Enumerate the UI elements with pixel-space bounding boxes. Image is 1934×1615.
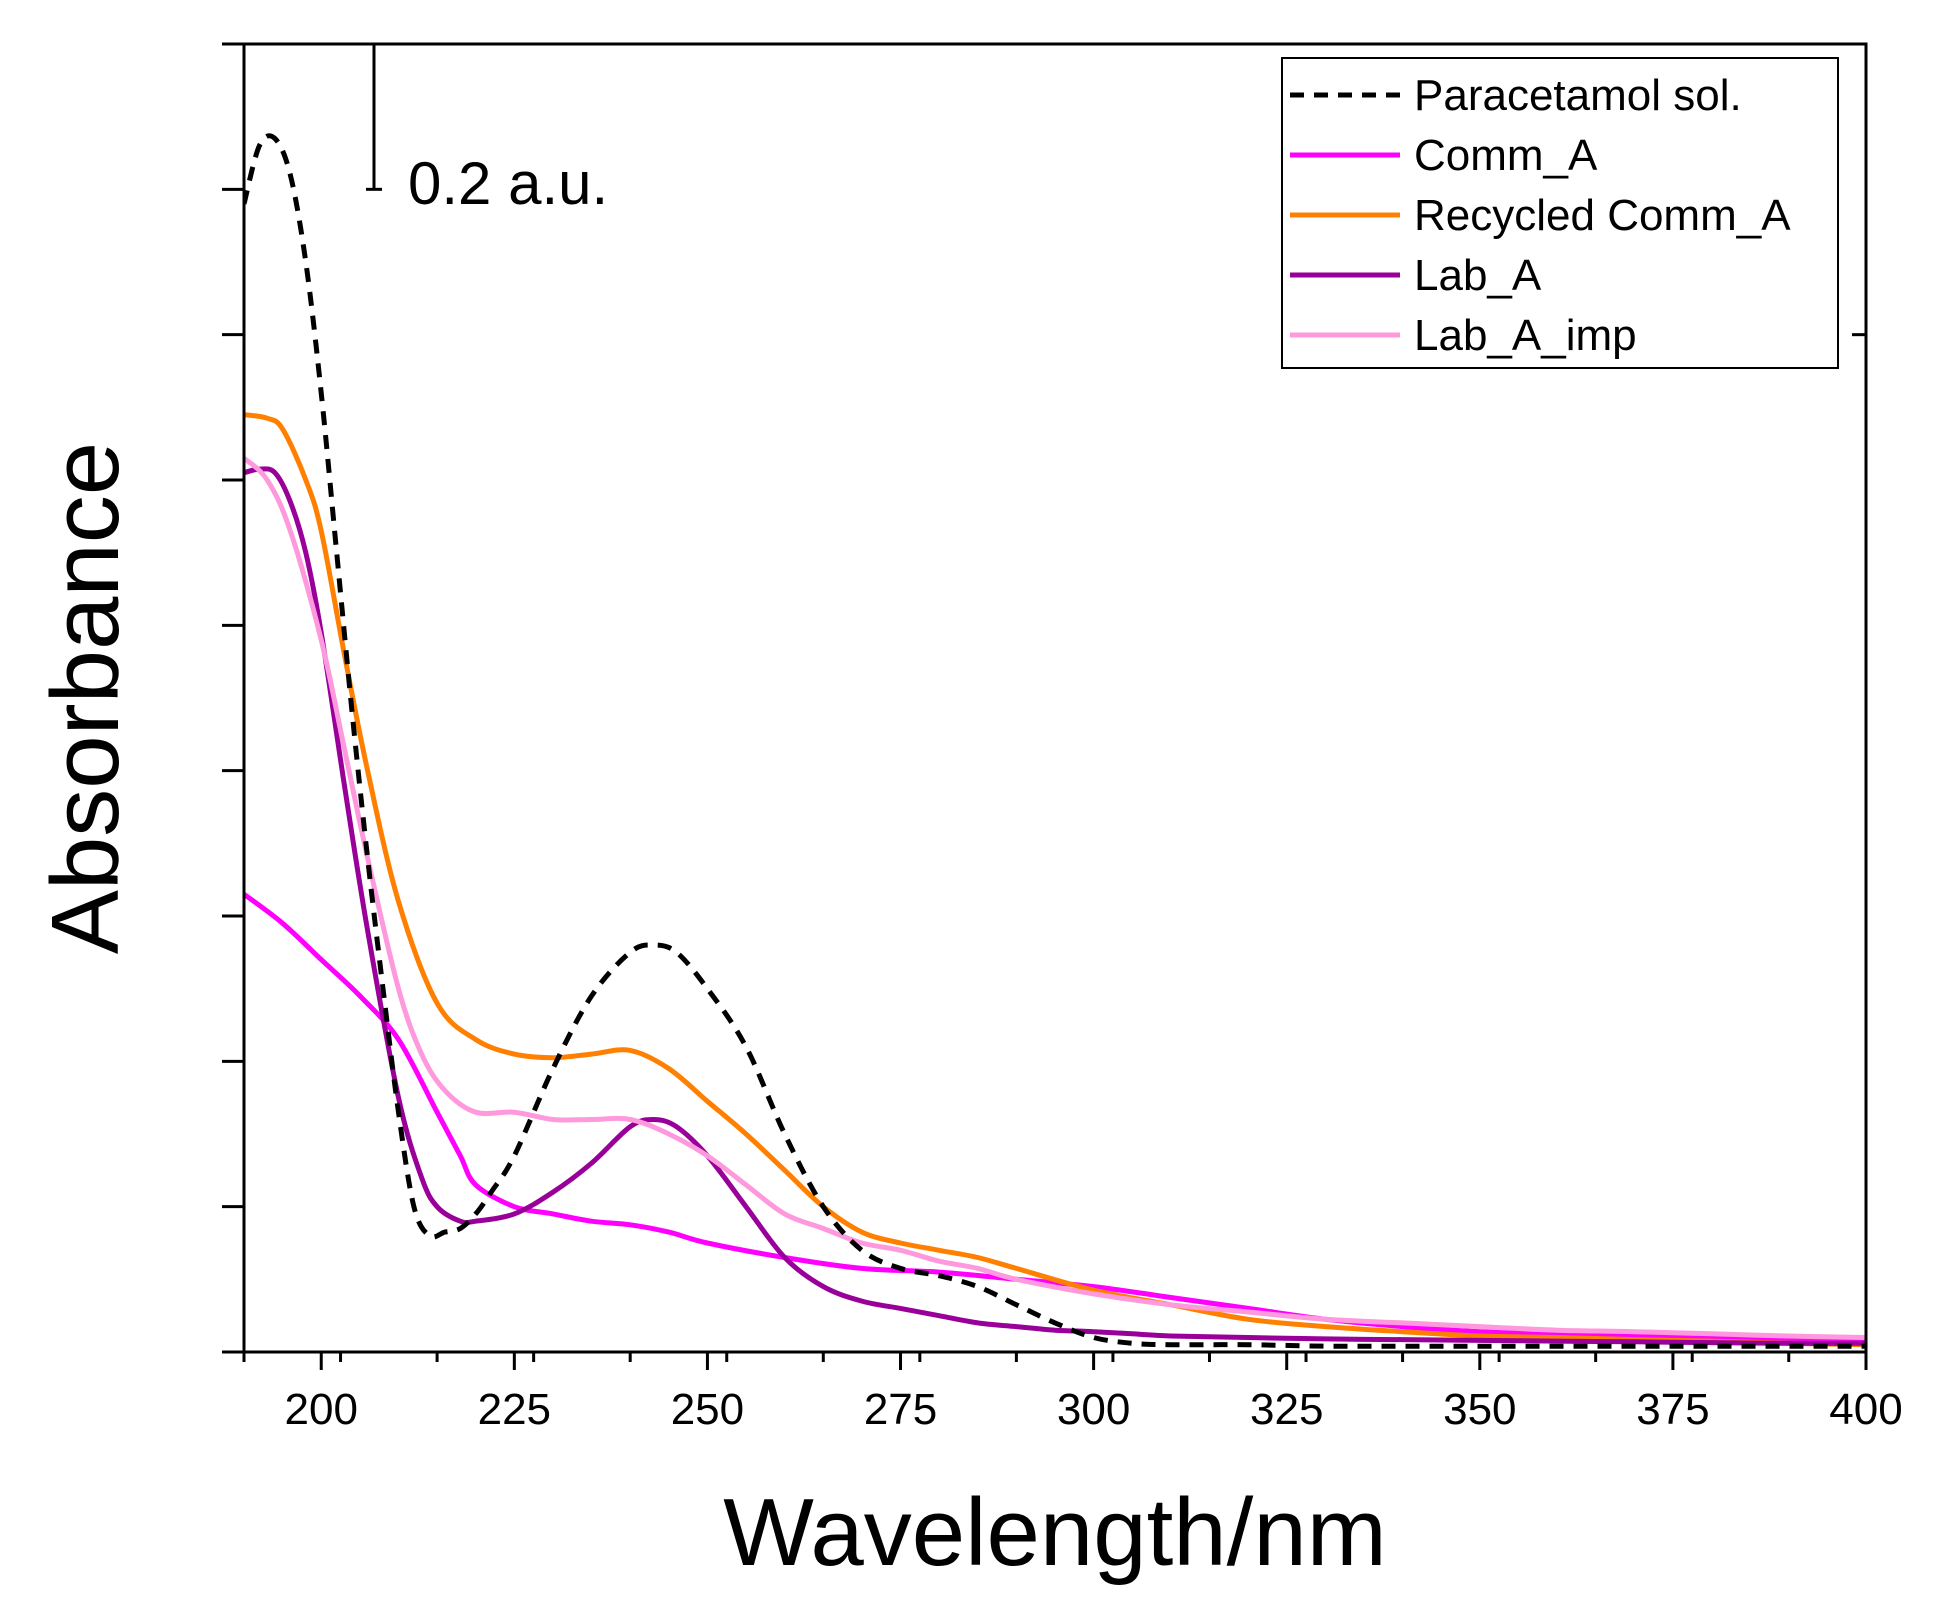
x-tick-label: 350 <box>1443 1385 1516 1434</box>
plot-frame <box>242 42 1868 1354</box>
scale-bar-label: 0.2 a.u. <box>408 150 608 217</box>
legend-entry-recycled-comm-a: Recycled Comm_A <box>1290 191 1791 240</box>
legend-label: Lab_A <box>1414 251 1542 300</box>
y-axis-title: Absorbance <box>32 442 139 954</box>
x-axis-title: Wavelength/nm <box>723 1479 1386 1586</box>
legend-label: Paracetamol sol. <box>1414 71 1742 120</box>
scale-bar: 0.2 a.u. <box>366 42 608 217</box>
ticks-layer: 200 225 250 275 300 325 350 375 400 <box>222 42 1903 1434</box>
series-line-lab-a <box>244 466 1866 1346</box>
series-line-recycled-comm-a <box>244 412 1866 1348</box>
x-tick-label: 275 <box>864 1385 937 1434</box>
legend-label: Comm_A <box>1414 131 1598 180</box>
legend-entry-comm-a: Comm_A <box>1290 131 1598 180</box>
series-line-paracetamol-sol <box>244 133 1866 1349</box>
x-tick-label: 400 <box>1829 1385 1902 1434</box>
legend-entry-lab-a: Lab_A <box>1290 251 1542 300</box>
legend-entry-paracetamol-sol: Paracetamol sol. <box>1290 71 1742 120</box>
x-tick-label: 225 <box>478 1385 551 1434</box>
legend: Paracetamol sol. Comm_A Recycled Comm_A Lab… <box>1281 57 1839 369</box>
series-line-comm-a <box>244 892 1866 1343</box>
legend-label: Lab_A_imp <box>1414 311 1637 360</box>
x-tick-label: 300 <box>1057 1385 1130 1434</box>
x-tick-label: 375 <box>1636 1385 1709 1434</box>
legend-label: Recycled Comm_A <box>1414 191 1791 240</box>
x-tick-label: 200 <box>285 1385 358 1434</box>
x-tick-label: 250 <box>671 1385 744 1434</box>
series-layer <box>244 133 1866 1349</box>
legend-entry-lab-a-imp: Lab_A_imp <box>1290 311 1637 360</box>
x-tick-label: 325 <box>1250 1385 1323 1434</box>
